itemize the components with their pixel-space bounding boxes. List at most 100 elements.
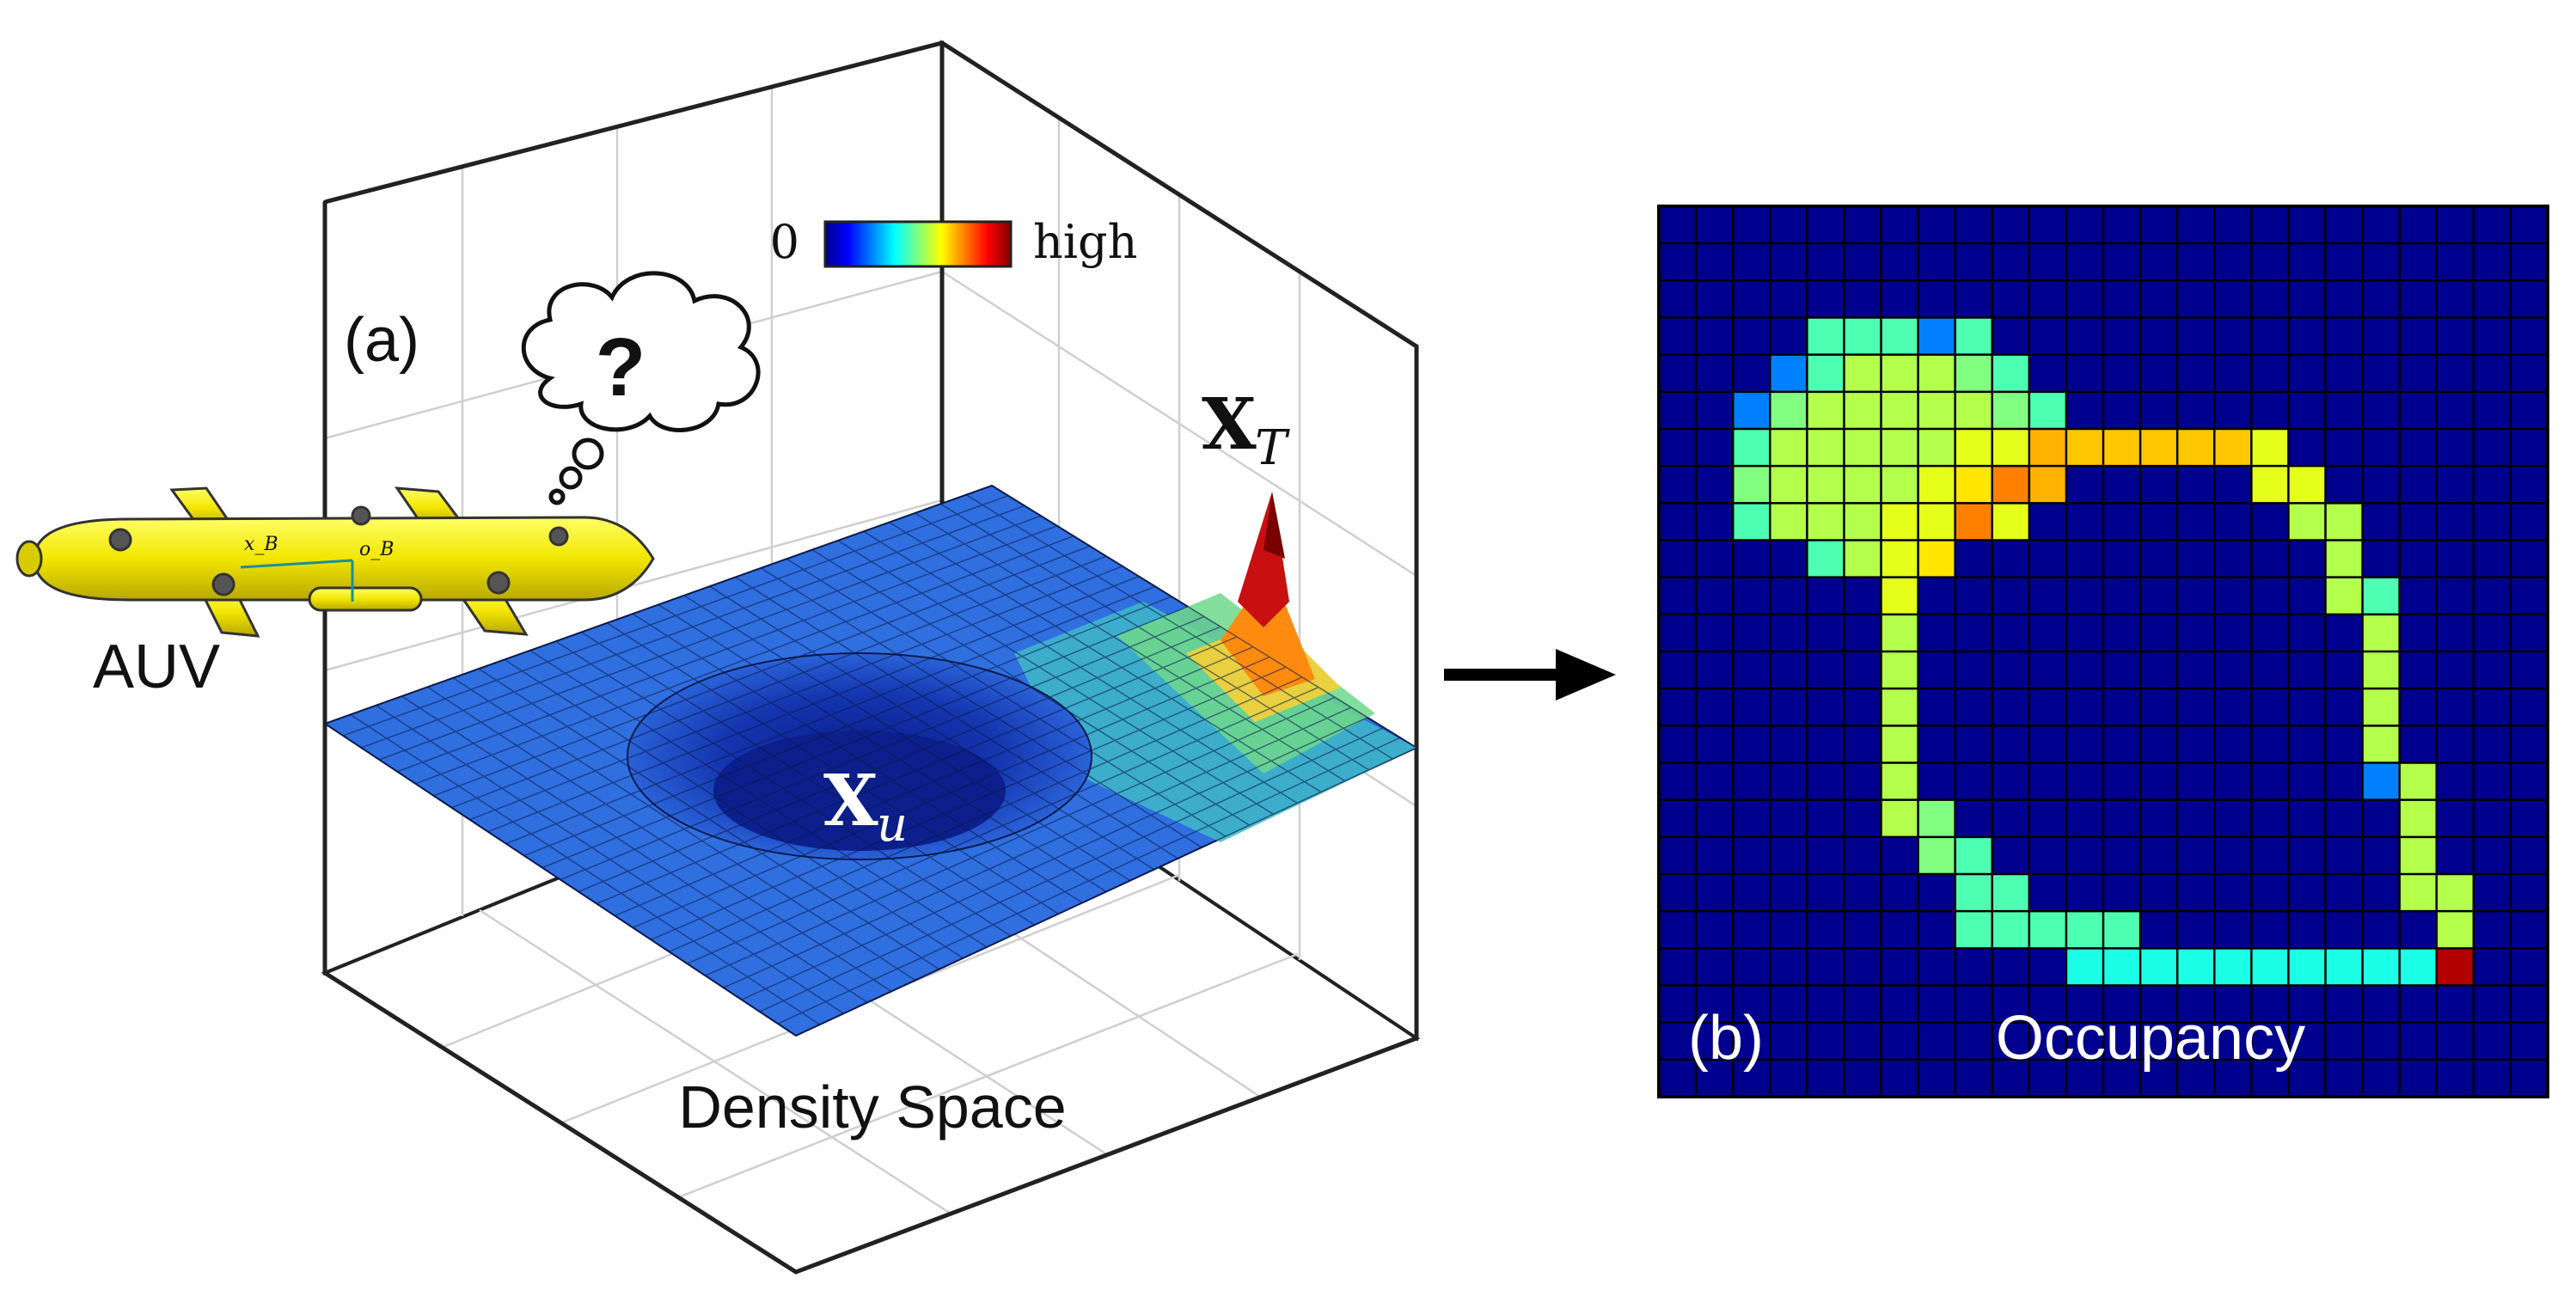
pit-bottom	[713, 731, 1006, 851]
occupancy-cell	[1992, 466, 2029, 504]
occupancy-cell	[1881, 466, 1918, 504]
occupancy-cell	[2362, 614, 2400, 651]
occupancy-cell	[2399, 799, 2437, 837]
occupancy-cell	[1992, 911, 2029, 949]
occupancy-cell	[1844, 354, 1882, 392]
mesh-line	[991, 485, 1417, 749]
occupancy-cell	[1844, 317, 1882, 355]
occupancy-cell	[2362, 762, 2400, 800]
occupancy-cell	[2288, 466, 2326, 504]
occupancy-cell	[1992, 354, 2029, 392]
mesh-line	[687, 686, 1319, 964]
auv-frame-label-x: x_B	[244, 534, 278, 555]
mesh-line	[683, 595, 1131, 882]
occupancy-cell	[1844, 540, 1882, 578]
panel-a-tag: (a)	[344, 306, 419, 375]
occupancy-cell	[1881, 503, 1918, 541]
occupancy-cell	[2177, 948, 2215, 986]
occupancy-cell	[2065, 911, 2103, 949]
occupancy-cell	[1733, 391, 1771, 429]
density-surface	[322, 484, 1419, 1037]
occupancy-cell	[1807, 540, 1845, 578]
colorbar-gradient	[823, 220, 1013, 268]
occupancy-cell	[1807, 391, 1845, 429]
occupancy-cell	[2028, 429, 2066, 467]
occupancy-cell	[2436, 874, 2474, 912]
pit-symbol: X u	[823, 760, 908, 853]
occupancy-cell	[1881, 577, 1918, 615]
occupancy-cell	[2214, 948, 2252, 986]
occupancy-cell	[2399, 948, 2437, 986]
occupancy-cell	[1918, 354, 1955, 392]
transition-arrow	[1444, 649, 1616, 700]
occupancy-cell	[1881, 688, 1918, 726]
occupancy-cell	[1807, 466, 1845, 504]
occupancy-cell	[2288, 503, 2326, 541]
occupancy-cell	[1844, 466, 1882, 504]
peak-orange	[1221, 567, 1315, 696]
mesh-line	[651, 666, 1287, 940]
thought-cloud-body	[521, 271, 761, 432]
occupancy-cell	[1807, 503, 1845, 541]
colorbar: 0 high	[770, 215, 1138, 269]
occupancy-cell	[1844, 429, 1882, 467]
occupancy-cell	[1881, 317, 1918, 355]
occupancy-cell	[1955, 466, 1992, 504]
occupancy-cell	[2251, 948, 2289, 986]
occupancy-cell	[2251, 466, 2289, 504]
occupancy-cell	[2362, 948, 2400, 986]
mesh-line	[614, 646, 1254, 917]
occupancy-cell	[1733, 429, 1771, 467]
colorbar-high-label: high	[1033, 215, 1137, 269]
mesh-line	[786, 558, 1227, 837]
occupancy-cell	[1881, 614, 1918, 651]
thought-bubble-large	[572, 437, 604, 470]
occupancy-cell	[1844, 391, 1882, 429]
occupancy-cell	[2103, 948, 2141, 986]
mesh-line	[709, 585, 1154, 871]
mesh-line	[669, 676, 1303, 952]
occupancy-title: Occupancy	[1996, 1004, 2305, 1073]
panel-b-tag: (b)	[1688, 1004, 1764, 1073]
occupancy-cell	[1733, 466, 1771, 504]
occupancy-cell	[2399, 836, 2437, 874]
occupancy-cell	[1955, 503, 1992, 541]
occupancy-cell	[1770, 391, 1808, 429]
occupancy-cell	[1992, 503, 2029, 541]
occupancy-cell	[1807, 429, 1845, 467]
occupancy-cell	[1807, 317, 1845, 355]
pit-symbol-base: X	[823, 760, 878, 842]
mesh-line	[837, 540, 1274, 815]
occupancy-cell	[2065, 948, 2103, 986]
occupancy-cell	[1955, 911, 1992, 949]
occupancy-cells	[1733, 317, 2474, 986]
mesh-line	[723, 706, 1352, 988]
occupancy-cell	[1992, 429, 2029, 467]
occupancy-cell	[2214, 429, 2252, 467]
occupancy-cell	[2362, 725, 2400, 763]
occupancy-cell	[2028, 391, 2066, 429]
auv-body-frame-axes	[240, 559, 354, 602]
occupancy-cell	[1918, 799, 1955, 837]
auv-vehicle: x_B o_B	[15, 486, 655, 638]
occupancy-cell	[2028, 466, 2066, 504]
occupancy-cell	[1918, 540, 1955, 578]
occupancy-cell	[2325, 948, 2363, 986]
occupancy-cell	[1918, 317, 1955, 355]
peak-symbol-base: X	[1202, 383, 1257, 466]
occupancy-cell	[1881, 429, 1918, 467]
mesh-line	[596, 636, 1238, 905]
occupancy-cell	[2362, 577, 2400, 615]
occupancy-cell	[1955, 391, 1992, 429]
panel-b: (b) Occupancy	[1657, 205, 2549, 1098]
occupancy-cell	[1881, 651, 1918, 689]
occupancy-cell	[2028, 911, 2066, 949]
occupancy-cell	[1992, 391, 2029, 429]
mesh-line	[560, 615, 1205, 881]
occupancy-cell	[1770, 503, 1808, 541]
thought-bubble-small	[548, 488, 566, 505]
mesh-line	[915, 512, 1346, 782]
density-space-caption: Density Space	[678, 1073, 1066, 1141]
mesh-line	[633, 656, 1270, 929]
peak-dark-red	[1264, 492, 1285, 559]
